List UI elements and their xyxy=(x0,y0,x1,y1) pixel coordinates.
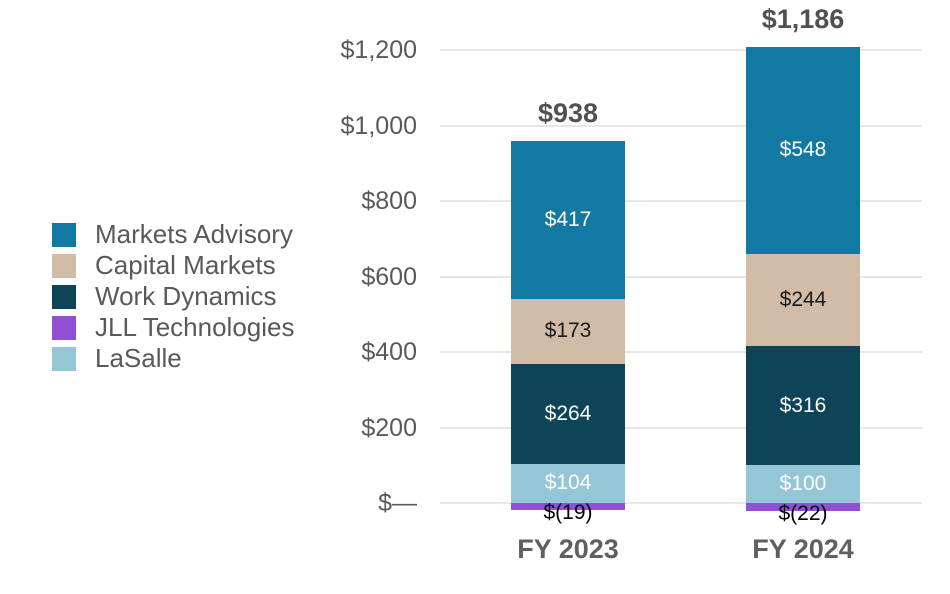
legend-swatch-work-dynamics xyxy=(52,284,76,309)
bar-segment-lasalle-fy-2023 xyxy=(511,463,625,503)
gridline-1200 xyxy=(440,49,922,51)
total-label-fy-2023: $938 xyxy=(537,98,599,129)
x-category-label-fy-2023: FY 2023 xyxy=(517,534,619,564)
total-label-fy-2024: $1,186 xyxy=(761,3,845,34)
bar-segment-jll-technologies-fy-2023 xyxy=(511,503,625,511)
bar-segment-jll-technologies-fy-2024 xyxy=(746,503,860,512)
gridline-0 xyxy=(440,502,922,504)
bar-value-markets-advisory-fy-2024: $548 xyxy=(779,138,827,162)
x-category-label-fy-2024: FY 2024 xyxy=(752,534,854,564)
bar-segment-markets-advisory-fy-2023 xyxy=(511,141,625,299)
bar-segment-capital-markets-fy-2023 xyxy=(511,298,625,365)
y-tick-label-600: $600 xyxy=(361,262,417,291)
y-tick-label-0: $— xyxy=(378,489,417,517)
legend-label-work-dynamics: Work Dynamics xyxy=(95,281,277,311)
y-tick-label-1200: $1,200 xyxy=(340,36,417,64)
gridline-200 xyxy=(440,426,922,429)
y-tick-label-1000: $1,000 xyxy=(340,111,417,140)
bar-value-markets-advisory-fy-2023: $417 xyxy=(544,208,592,232)
legend-label-jll-technologies: JLL Technologies xyxy=(95,312,295,342)
gridline-1000 xyxy=(440,124,922,127)
bar-value-capital-markets-fy-2024: $244 xyxy=(779,287,827,311)
legend-swatch-capital-markets xyxy=(52,253,76,278)
bar-segment-capital-markets-fy-2024 xyxy=(746,253,860,346)
legend-swatch-lasalle xyxy=(52,346,76,371)
legend-label-capital-markets: Capital Markets xyxy=(95,250,276,280)
legend-swatch-markets-advisory xyxy=(52,222,76,247)
legend-label-lasalle: LaSalle xyxy=(95,343,182,373)
legend-swatch-jll-technologies xyxy=(52,315,76,340)
bar-value-lasalle-fy-2023: $104 xyxy=(544,471,592,495)
bar-value-capital-markets-fy-2023: $173 xyxy=(544,319,592,343)
bar-value-work-dynamics-fy-2023: $264 xyxy=(544,401,592,425)
bar-segment-work-dynamics-fy-2023 xyxy=(511,364,625,464)
legend-item-lasalle: LaSalle xyxy=(52,343,294,374)
gridline-400 xyxy=(440,351,922,353)
y-tick-label-400: $400 xyxy=(361,338,417,366)
legend-item-work-dynamics: Work Dynamics xyxy=(52,281,294,312)
bar-segment-work-dynamics-fy-2024 xyxy=(746,345,860,466)
gridline-800 xyxy=(440,200,922,202)
legend-item-jll-technologies: JLL Technologies xyxy=(52,312,294,343)
bar-value-jll-technologies-fy-2023: $(19) xyxy=(543,501,593,525)
bar-value-work-dynamics-fy-2024: $316 xyxy=(779,393,827,417)
gridline-600 xyxy=(440,275,922,278)
legend-item-markets-advisory: Markets Advisory xyxy=(52,219,294,250)
bar-segment-lasalle-fy-2024 xyxy=(746,465,860,503)
bar-segment-markets-advisory-fy-2024 xyxy=(746,46,860,254)
legend-item-capital-markets: Capital Markets xyxy=(52,250,294,281)
bar-value-lasalle-fy-2024: $100 xyxy=(779,472,827,496)
legend-label-markets-advisory: Markets Advisory xyxy=(95,219,293,249)
y-tick-label-200: $200 xyxy=(361,413,417,442)
y-tick-label-800: $800 xyxy=(361,187,417,215)
bar-value-jll-technologies-fy-2024: $(22) xyxy=(778,502,828,526)
legend: Markets Advisory Capital Markets Work Dyna… xyxy=(52,219,294,374)
